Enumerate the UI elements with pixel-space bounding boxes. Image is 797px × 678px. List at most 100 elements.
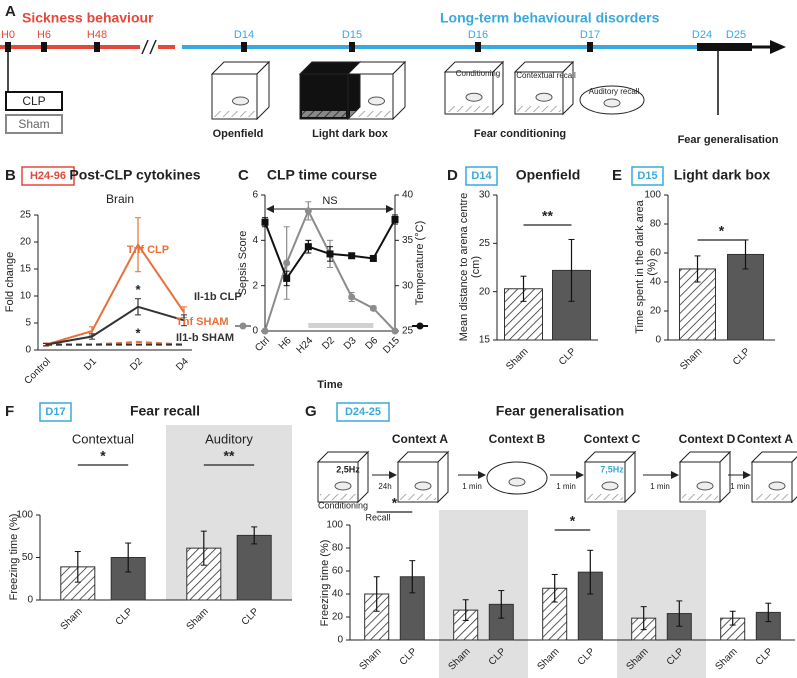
timepoint: D25 bbox=[726, 29, 746, 41]
x-tick-label: D15 bbox=[381, 335, 402, 356]
mouse bbox=[508, 477, 526, 487]
y-tick-label: 25 bbox=[20, 210, 32, 221]
y-tick-label: 0 bbox=[25, 345, 31, 356]
badge-box bbox=[39, 402, 72, 422]
point bbox=[369, 304, 377, 312]
y-tick-label: 35 bbox=[402, 235, 414, 246]
point bbox=[391, 215, 399, 223]
box-front bbox=[397, 461, 439, 503]
significance: ** bbox=[542, 208, 553, 224]
significance: * bbox=[570, 513, 576, 529]
annotation: NS bbox=[322, 195, 337, 207]
phase-label: Long-term behavioural disorders bbox=[440, 10, 660, 26]
panel-title: Light dark box bbox=[674, 167, 771, 183]
box-front bbox=[751, 461, 793, 503]
timepoint: D15 bbox=[342, 29, 362, 41]
y-tick-label: 30 bbox=[479, 190, 491, 201]
x-tick-label: D4 bbox=[174, 356, 191, 373]
box-floor bbox=[587, 494, 623, 500]
y-tick-label: 40 bbox=[402, 190, 414, 201]
point bbox=[261, 327, 269, 335]
panel-letter: A bbox=[5, 3, 16, 20]
point bbox=[348, 252, 356, 260]
box-floor bbox=[400, 494, 436, 500]
x-tick-label: D2 bbox=[320, 335, 337, 352]
badge: D24-25 bbox=[345, 406, 381, 418]
y-tick-label: 6 bbox=[252, 190, 258, 201]
interval: 1 min bbox=[556, 482, 576, 491]
y-tick-label: 20 bbox=[20, 237, 32, 248]
point bbox=[304, 243, 312, 251]
point bbox=[304, 207, 312, 215]
series-line bbox=[45, 305, 185, 346]
group-box bbox=[5, 91, 63, 111]
box-front bbox=[444, 71, 494, 115]
point bbox=[369, 254, 377, 262]
x-tick-label: CLP bbox=[240, 606, 262, 628]
context-label: Context A bbox=[737, 432, 794, 446]
test-phase: Auditory recall bbox=[589, 87, 640, 96]
x-tick-label: D2 bbox=[128, 356, 145, 373]
phase-label: Sickness behaviour bbox=[22, 10, 154, 26]
panel-subtitle: Brain bbox=[106, 192, 134, 206]
x-tick-label: H24 bbox=[295, 335, 316, 356]
x-tick-label: Sham bbox=[678, 346, 704, 372]
y-tick-label: 0 bbox=[27, 595, 33, 606]
group-label: CLP bbox=[22, 94, 45, 108]
y-tick-label: 0 bbox=[252, 326, 258, 337]
group-label: Contextual bbox=[72, 431, 134, 446]
protocol-step: Conditioning bbox=[318, 500, 368, 510]
mouse bbox=[535, 92, 553, 102]
significance: * bbox=[100, 448, 106, 464]
timepoint: H6 bbox=[37, 29, 51, 41]
interval: 1 min bbox=[650, 482, 670, 491]
y-tick-label: 40 bbox=[332, 589, 344, 600]
treatment-bar bbox=[308, 323, 374, 328]
x-tick-label: CLP bbox=[731, 346, 753, 368]
y-tick-label: 20 bbox=[479, 286, 491, 297]
y-axis-label: Fold change bbox=[4, 252, 16, 313]
box-floor bbox=[320, 494, 356, 500]
panel-letter: C bbox=[238, 167, 249, 184]
y-tick-label: 25 bbox=[479, 238, 491, 249]
timepoint-marker bbox=[5, 42, 11, 52]
significance: ** bbox=[224, 448, 235, 464]
y-tick-label: 20 bbox=[332, 612, 344, 623]
y-tick-label: 15 bbox=[479, 335, 491, 346]
badge: D15 bbox=[637, 170, 657, 182]
y-tick-label: 100 bbox=[16, 510, 33, 521]
y-axis-label: Mean distance to arena centre (cm) bbox=[458, 192, 482, 342]
y-tick-label: 10 bbox=[20, 291, 32, 302]
x-tick-label: CLP bbox=[398, 646, 420, 668]
significance: * bbox=[135, 282, 141, 297]
box-floor bbox=[517, 106, 561, 112]
interval: 1 min bbox=[730, 482, 750, 491]
decoration bbox=[210, 60, 797, 504]
box-front bbox=[317, 461, 359, 503]
box-top bbox=[750, 451, 797, 463]
badge: D14 bbox=[471, 170, 492, 182]
panel-title: Openfield bbox=[516, 167, 581, 183]
x-tick-label: CLP bbox=[114, 606, 136, 628]
x-tick-label: Sham bbox=[185, 606, 211, 632]
badge-box bbox=[465, 166, 498, 186]
mouse bbox=[334, 481, 352, 491]
box-front bbox=[211, 73, 258, 120]
y-tick-label: 5 bbox=[25, 318, 31, 329]
shaded-group bbox=[439, 510, 528, 678]
box-front bbox=[514, 71, 564, 115]
point bbox=[283, 259, 291, 267]
box-side bbox=[562, 60, 574, 116]
significance: * bbox=[392, 495, 398, 511]
timepoint: D24 bbox=[692, 29, 712, 41]
box-front bbox=[679, 461, 721, 503]
protocol-step: Recall bbox=[365, 512, 390, 522]
significance: * bbox=[135, 325, 141, 340]
x-tick-label: D1 bbox=[82, 356, 99, 373]
box-floor bbox=[302, 111, 346, 117]
x-tick-label: CLP bbox=[557, 346, 579, 368]
box-front bbox=[347, 73, 394, 120]
y-axis-label: Freezing time (%) bbox=[319, 539, 331, 627]
